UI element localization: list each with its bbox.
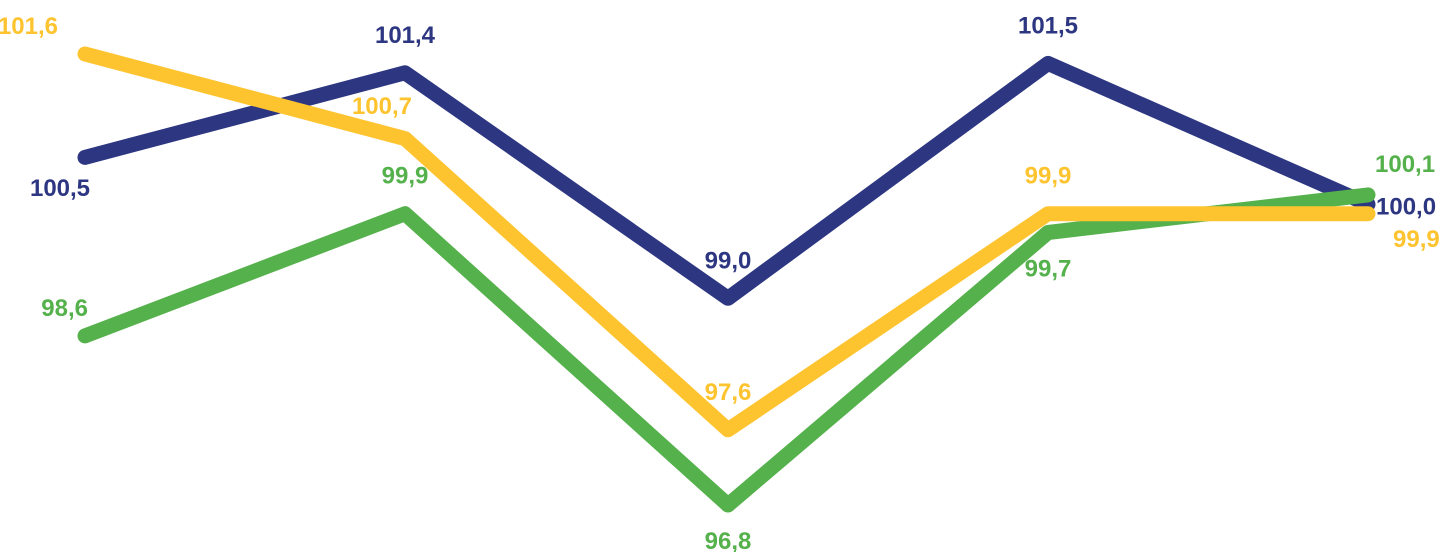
- data-label-s3-p4: 99,9: [1025, 163, 1072, 190]
- data-label-s3-p3: 97,6: [705, 379, 752, 406]
- series-line-2: [77, 187, 1376, 513]
- series-line-1: [77, 55, 1376, 306]
- data-label-s3-p2: 100,7: [352, 93, 412, 120]
- data-label-s2-p3: 96,8: [705, 528, 752, 552]
- data-label-s2-p1: 98,6: [41, 295, 88, 322]
- data-label-s1-p4: 101,5: [1018, 12, 1078, 39]
- data-label-s2-p5: 100,1: [1375, 151, 1435, 178]
- data-label-s3-p5: 99,9: [1393, 226, 1440, 253]
- data-label-s3-p1: 101,6: [0, 13, 58, 40]
- data-label-s1-p3: 99,0: [705, 247, 752, 274]
- series-line-3: [77, 46, 1376, 438]
- data-label-s2-p4: 99,7: [1025, 256, 1072, 283]
- data-label-s2-p2: 99,9: [382, 163, 429, 190]
- data-label-s1-p2: 101,4: [375, 22, 436, 49]
- data-label-s1-p1: 100,5: [30, 175, 90, 202]
- data-label-s1-p5: 100,0: [1376, 193, 1436, 220]
